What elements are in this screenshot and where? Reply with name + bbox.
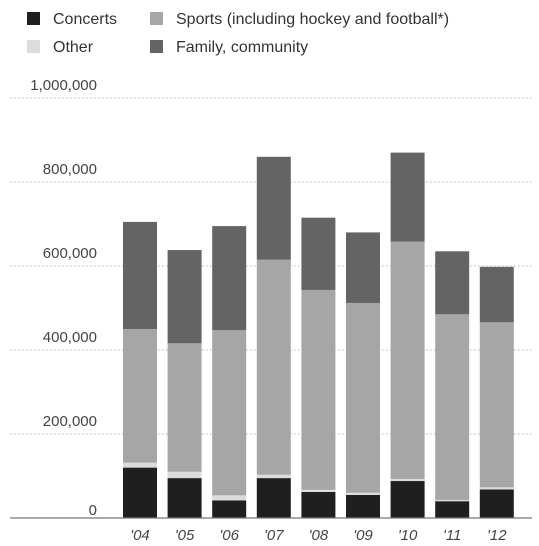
legend-label-other: Other bbox=[53, 39, 94, 56]
bar-segment-sports-including-hockey-and-football bbox=[212, 330, 247, 496]
bar-segment-concerts bbox=[167, 478, 202, 518]
y-tick-label: 1,000,000 bbox=[30, 77, 97, 94]
y-tick-label: 0 bbox=[89, 502, 97, 519]
bar-segment-sports-including-hockey-and-football bbox=[390, 241, 425, 479]
bar-segment-sports-including-hockey-and-football bbox=[123, 329, 157, 463]
x-tick-label: '06 bbox=[219, 527, 239, 544]
bar-segment-other bbox=[479, 487, 514, 490]
x-tick-label: '08 bbox=[309, 527, 329, 544]
legend-label-concerts: Concerts bbox=[53, 11, 117, 28]
x-tick-label: '11 bbox=[443, 527, 461, 544]
legend: Concerts Sports (including hockey and fo… bbox=[27, 11, 449, 56]
bar-segment-sports-including-hockey-and-football bbox=[435, 314, 470, 500]
bar-segment-concerts bbox=[435, 501, 470, 518]
bar-segment-concerts bbox=[256, 478, 291, 518]
x-tick-label: '12 bbox=[487, 527, 507, 544]
y-tick-label: 400,000 bbox=[43, 329, 97, 346]
x-tick-label: '05 bbox=[175, 527, 195, 544]
bar-segment-family-community bbox=[346, 232, 380, 303]
bar-segment-sports-including-hockey-and-football bbox=[167, 343, 202, 472]
bar-segment-family-community bbox=[167, 250, 202, 344]
bar-segment-concerts bbox=[123, 467, 157, 518]
bar-segment-family-community bbox=[212, 226, 247, 331]
bar-segment-other bbox=[167, 471, 202, 479]
bar-segment-concerts bbox=[390, 481, 425, 518]
legend-swatch-sports bbox=[150, 12, 163, 25]
y-tick-label: 600,000 bbox=[43, 245, 97, 262]
bar-segment-family-community bbox=[256, 156, 291, 260]
bar-segment-sports-including-hockey-and-football bbox=[346, 302, 380, 493]
bar-segment-other bbox=[301, 489, 336, 492]
bar-segment-family-community bbox=[435, 251, 470, 315]
bars bbox=[123, 152, 514, 518]
bar-segment-other bbox=[390, 478, 425, 482]
bar-segment-sports-including-hockey-and-football bbox=[479, 322, 514, 488]
bar-segment-other bbox=[435, 499, 470, 502]
bar-segment-concerts bbox=[301, 491, 336, 518]
x-tick-label: '09 bbox=[353, 527, 373, 544]
x-tick-label: '10 bbox=[398, 527, 418, 544]
bar-segment-other bbox=[256, 474, 291, 479]
bar-segment-other bbox=[212, 495, 247, 501]
legend-label-sports: Sports (including hockey and football*) bbox=[176, 11, 449, 28]
legend-swatch-family-community bbox=[150, 40, 163, 53]
legend-swatch-concerts bbox=[27, 12, 40, 25]
y-axis-tick-labels: 0 200,000 400,000 600,000 800,000 1,000,000 bbox=[30, 77, 97, 519]
bar-segment-concerts bbox=[479, 489, 514, 518]
x-tick-label: '04 bbox=[130, 527, 150, 544]
y-tick-label: 200,000 bbox=[43, 413, 97, 430]
legend-label-family-community: Family, community bbox=[176, 39, 308, 56]
bar-segment-concerts bbox=[212, 500, 247, 518]
bar-segment-other bbox=[123, 462, 157, 468]
bar-segment-family-community bbox=[479, 266, 514, 323]
bar-segment-concerts bbox=[346, 494, 380, 518]
bar-segment-sports-including-hockey-and-football bbox=[256, 259, 291, 475]
legend-swatch-other bbox=[27, 40, 40, 53]
y-tick-label: 800,000 bbox=[43, 161, 97, 178]
bar-segment-family-community bbox=[390, 152, 425, 242]
bar-segment-sports-including-hockey-and-football bbox=[301, 289, 336, 490]
bar-segment-other bbox=[346, 492, 380, 495]
bar-segment-family-community bbox=[301, 217, 336, 290]
x-axis-tick-labels: '04 '05 '06 '07 '08 '09 '10 '11 '12 bbox=[130, 527, 507, 544]
x-tick-label: '07 bbox=[264, 527, 284, 544]
bar-segment-family-community bbox=[123, 221, 157, 329]
